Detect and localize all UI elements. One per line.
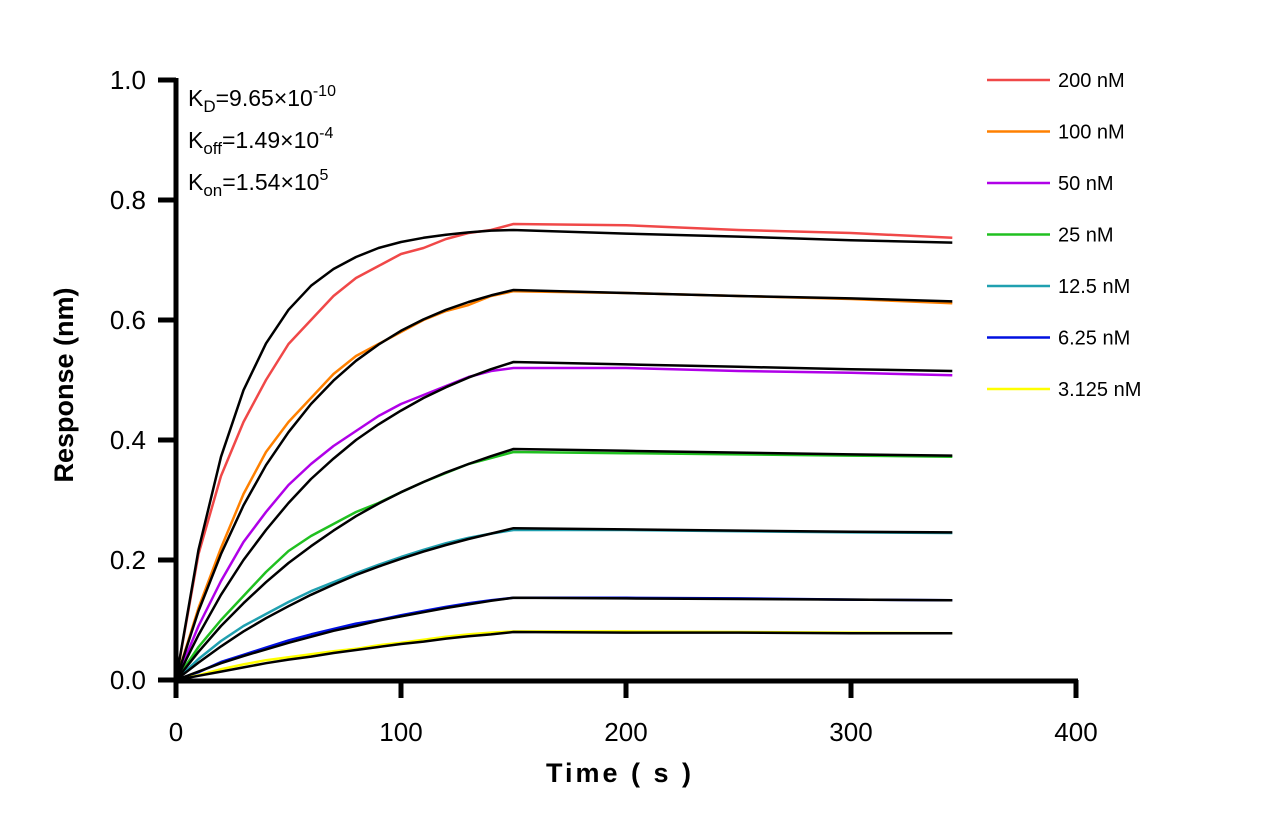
legend-item: 100 nM [987,122,1125,144]
plot-area [174,222,953,682]
fit-line-200-nm [174,228,953,681]
legend-item: 200 nM [987,70,1125,92]
legend-label: 100 nM [1058,122,1125,144]
legend-label: 3.125 nM [1058,379,1141,401]
legend-item: 50 nM [987,173,1114,195]
fit-line-3-125-nm [175,630,953,682]
legend-item: 6.25 nM [987,328,1130,350]
legend-label: 12.5 nM [1058,276,1130,298]
fit-line-25-nm [175,447,953,681]
legend-item: 12.5 nM [987,276,1130,298]
koff-annotation: Koff=1.49×10-4 [188,125,333,158]
x-tick-label: 200 [604,717,647,747]
kon-annotation: Kon=1.54×105 [188,167,328,200]
legend-label: 6.25 nM [1058,328,1130,350]
y-tick-label: 1.0 [110,65,146,95]
legend-label: 25 nM [1058,225,1114,247]
measured-line-6-25-nm [175,596,953,682]
measured-line-50-nm [174,366,953,681]
ticks: 0 100 200 300 400 0.0 0.2 0.4 0.6 0.8 1.0 [110,65,1098,747]
y-tick-label: 0.6 [110,305,146,335]
measured-line-100-nm [174,289,953,681]
y-tick-label: 0.0 [110,665,146,695]
x-tick-label: 300 [829,717,872,747]
fit-line-100-nm [174,288,953,681]
measured-line-200-nm [174,222,953,681]
x-axis-title: Time ( s ) [546,758,694,788]
fit-line-12-5-nm [175,526,953,681]
legend-item: 3.125 nM [987,379,1141,401]
legend-label: 50 nM [1058,173,1114,195]
fit-line-6-25-nm [175,596,953,682]
y-tick-label: 0.8 [110,185,146,215]
y-tick-label: 0.4 [110,425,146,455]
x-tick-label: 100 [379,717,422,747]
y-tick-label: 0.2 [110,545,146,575]
legend-label: 200 nM [1058,70,1125,92]
kinetic-annotations: KD=9.65×10-10 Koff=1.49×10-4 Kon=1.54×10… [188,83,336,200]
kd-annotation: KD=9.65×10-10 [188,83,336,116]
fit-line-50-nm [174,360,953,681]
legend: 200 nM 100 nM 50 nM 25 nM 12.5 nM 6.25 nM 3.12… [987,70,1141,401]
legend-item: 25 nM [987,225,1114,247]
measured-line-25-nm [174,450,953,681]
x-tick-label: 400 [1054,717,1097,747]
y-axis-title: Response (nm) [49,287,79,482]
x-tick-label: 0 [169,717,183,747]
